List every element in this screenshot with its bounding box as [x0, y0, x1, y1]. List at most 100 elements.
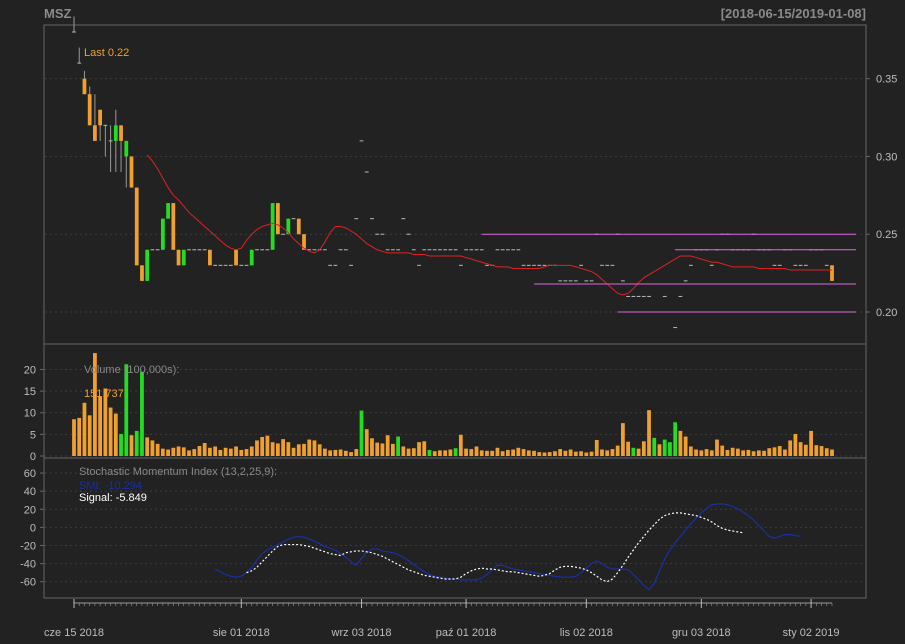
volume-bar: [756, 450, 761, 456]
volume-bar: [537, 452, 542, 456]
volume-bar: [302, 443, 306, 456]
volume-bar: [150, 440, 155, 456]
volume-bar: [87, 415, 92, 456]
volume-bar: [589, 451, 594, 456]
x-tick-label: sie 01 2018: [213, 627, 270, 639]
volume-bar: [281, 439, 285, 456]
axis-ticks: 0.35 0.30 0.25 0.20 20 15 10 5 0 60 40 20 0 -20 -40 -60: [20, 74, 897, 589]
volume-bar: [767, 448, 772, 456]
volume-bar: [385, 435, 390, 456]
volume-bar: [516, 447, 521, 456]
volume-bar: [275, 443, 280, 456]
volume-bar: [803, 444, 808, 456]
chart-title-symbol: MSZ: [44, 6, 72, 21]
smi-tick-label: 20: [24, 504, 36, 516]
volume-bar: [218, 449, 223, 456]
volume-bar: [265, 435, 270, 456]
volume-bar: [547, 452, 552, 456]
volume-bar: [396, 436, 400, 456]
volume-bar: [720, 445, 725, 456]
volume-bar: [704, 449, 709, 456]
x-tick-label: lis 02 2018: [560, 627, 613, 639]
candle-body: [166, 203, 170, 219]
x-axis: cze 15 2018 sie 01 2018 wrz 03 2018 paź 01 …: [44, 599, 840, 639]
volume-bar: [610, 449, 615, 456]
moving-average-layer: [146, 154, 832, 296]
volume-tick-label: 15: [24, 386, 36, 398]
volume-bar: [600, 449, 604, 456]
volume-bar: [500, 451, 505, 456]
volume-bar: [594, 439, 599, 456]
volume-bar: [626, 441, 631, 456]
volume-bar: [485, 450, 489, 456]
volume-bar: [458, 434, 463, 456]
volume-bar: [145, 437, 150, 456]
volume-bar: [249, 446, 254, 456]
volume-bar: [521, 449, 526, 456]
signal-value-label: Signal: -5.849: [79, 492, 147, 504]
volume-bar: [213, 446, 218, 456]
volume-tick-label: 10: [24, 408, 36, 420]
volume-bar: [411, 448, 416, 456]
volume-bar: [652, 437, 657, 456]
volume-bar: [715, 439, 719, 456]
x-tick-label: cze 15 2018: [44, 627, 104, 639]
volume-bar: [113, 413, 118, 456]
volume-bar: [511, 449, 515, 456]
volume-bar: [202, 443, 207, 456]
volume-bar: [98, 396, 103, 456]
volume-bar: [234, 446, 238, 456]
volume-bar: [709, 450, 714, 456]
volume-bar: [129, 435, 134, 456]
candle-body: [87, 94, 92, 126]
volume-bar: [108, 407, 113, 456]
candle-body: [160, 218, 165, 250]
volume-bar: [746, 449, 751, 456]
volume-bar: [244, 449, 249, 456]
volume-bar: [777, 446, 782, 456]
volume-bar: [176, 446, 181, 456]
volume-bar: [359, 410, 364, 456]
volume-bar: [370, 438, 374, 456]
volume-bar: [307, 439, 312, 456]
volume-bar: [814, 445, 819, 456]
volume-bar: [532, 450, 536, 456]
volume-bar: [119, 433, 123, 456]
volume-bar: [783, 449, 787, 456]
x-tick-label: paź 01 2018: [436, 627, 497, 639]
volume-bar: [647, 410, 651, 456]
volume-bar: [260, 436, 265, 456]
volume-bar: [197, 446, 202, 456]
candle-body: [176, 249, 181, 266]
volume-bar: [793, 433, 798, 456]
candle-body: [82, 78, 87, 95]
volume-bar: [636, 448, 641, 456]
volume-bar: [563, 450, 568, 456]
volume-bar: [286, 442, 291, 456]
volume-bar: [82, 402, 87, 456]
price-tick-label: 0.25: [876, 229, 897, 241]
price-last-label: Last 0.22: [84, 47, 129, 59]
volume-bar: [166, 449, 170, 456]
volume-bar: [736, 448, 740, 456]
volume-bar: [741, 450, 746, 456]
volume-bar: [349, 452, 353, 456]
volume-bar: [809, 430, 813, 456]
volume-bar: [77, 417, 82, 456]
volume-bar: [291, 447, 296, 456]
volume-bar: [730, 447, 735, 456]
volume-bar: [448, 449, 453, 456]
volume-bar: [255, 440, 259, 456]
volume-bar: [208, 447, 212, 456]
volume-bar: [323, 448, 327, 456]
volume-bar: [568, 449, 573, 456]
candle-body: [249, 249, 254, 266]
volume-tick-label: 20: [24, 364, 36, 376]
volume-bar: [427, 449, 432, 456]
candle-body: [296, 218, 301, 235]
candle-body: [145, 249, 150, 281]
volume-panel-label: Volume (100,000s):: [84, 364, 179, 376]
volume-bar: [140, 371, 144, 456]
volume-bar: [93, 353, 97, 456]
